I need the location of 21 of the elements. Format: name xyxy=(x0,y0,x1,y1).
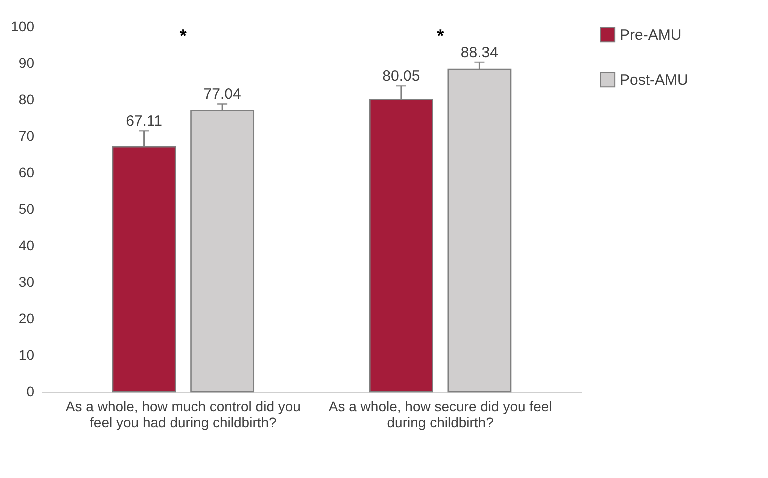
x-tick-label: As a whole, how secure did you feel during childbirth? xyxy=(328,398,552,430)
legend-label: Pre-AMU xyxy=(620,27,682,44)
x-tick-label: As a whole, how much control did you feel you had during childbirth? xyxy=(66,398,301,430)
y-tick-label: 90 xyxy=(18,55,35,71)
y-tick-label: 0 xyxy=(26,384,35,400)
y-tick-label: 100 xyxy=(11,18,35,34)
y-tick-label: 30 xyxy=(18,274,35,290)
y-tick-label: 40 xyxy=(18,238,35,254)
data-label: 80.05 xyxy=(382,68,420,85)
data-label: 77.04 xyxy=(204,86,242,104)
y-tick-label: 60 xyxy=(18,164,35,180)
y-tick-label: 10 xyxy=(18,347,35,363)
legend-label: Post-AMU xyxy=(620,72,688,89)
y-tick-label: 70 xyxy=(18,128,35,144)
data-label: 88.34 xyxy=(460,44,498,62)
data-label: 67.11 xyxy=(126,112,163,130)
annotation: * xyxy=(437,26,444,46)
y-tick-label: 80 xyxy=(18,92,35,108)
y-tick-label: 50 xyxy=(18,201,35,217)
annotation: * xyxy=(180,26,187,46)
y-tick-label: 20 xyxy=(18,310,35,326)
